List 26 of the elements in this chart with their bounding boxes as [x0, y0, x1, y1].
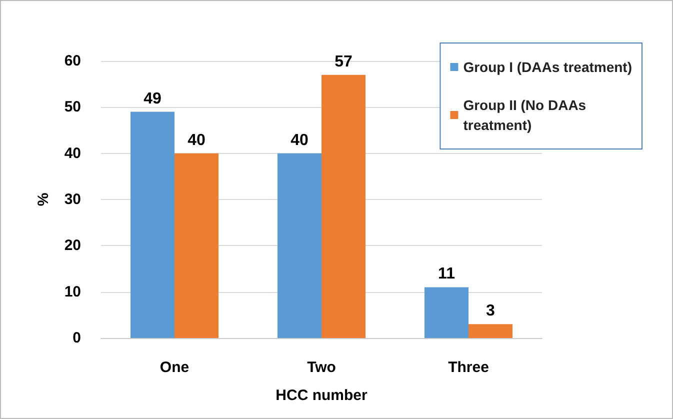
- x-tick-label: Three: [448, 359, 489, 376]
- data-label: 3: [486, 302, 496, 320]
- data-label: 49: [144, 90, 162, 108]
- y-tick-label: 60: [64, 52, 81, 70]
- y-axis-title: %: [35, 192, 52, 206]
- bar: [424, 287, 468, 338]
- bar: [174, 153, 218, 338]
- y-tick-label: 30: [64, 191, 81, 208]
- x-tick-label: One: [160, 359, 190, 376]
- data-label: 57: [334, 53, 352, 70]
- bar: [278, 153, 322, 338]
- data-label: 40: [290, 132, 308, 149]
- y-tick-label: 0: [72, 330, 81, 346]
- y-tick-label: 50: [64, 98, 81, 116]
- bar: [322, 74, 366, 338]
- y-tick-label: 10: [64, 283, 81, 300]
- y-tick-label: 20: [64, 237, 81, 254]
- bar: [130, 112, 174, 338]
- bar: [468, 324, 512, 338]
- legend-label: Group II (No DAAs treatment): [463, 97, 586, 133]
- data-label: 11: [438, 266, 456, 283]
- legend-label: Group I (DAAs treatment): [463, 59, 632, 75]
- y-tick-label: 40: [64, 144, 81, 162]
- x-tick-label: Two: [307, 359, 336, 376]
- data-label: 40: [188, 132, 206, 149]
- x-axis-title: HCC number: [276, 387, 368, 404]
